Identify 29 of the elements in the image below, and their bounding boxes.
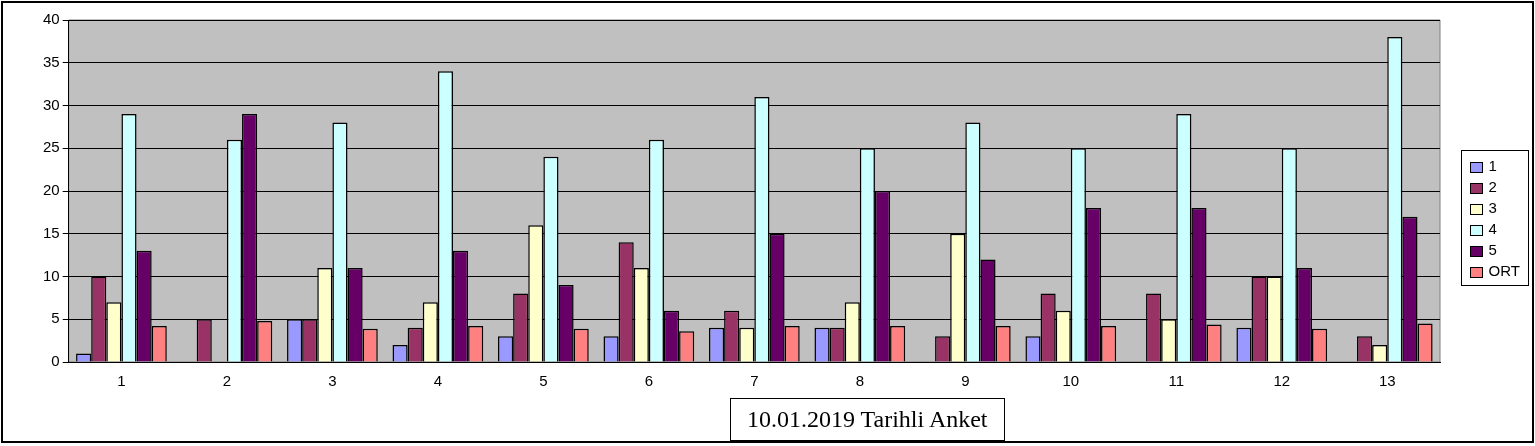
x-tick-label: 7: [750, 372, 759, 390]
legend-label: 2: [1488, 178, 1497, 195]
legend-label: ORT: [1488, 262, 1520, 279]
x-tick-label: 11: [1168, 372, 1185, 390]
legend-label: 4: [1488, 220, 1497, 237]
y-tick-label: 35: [43, 52, 60, 70]
x-tick-label: 3: [328, 372, 337, 390]
legend-label: 3: [1488, 199, 1497, 216]
x-tick-label: 13: [1378, 372, 1396, 390]
y-tick-label: 0: [51, 352, 60, 370]
y-tick-label: 25: [43, 138, 60, 156]
x-tick-label: 5: [539, 372, 548, 390]
legend-label: 5: [1488, 241, 1497, 258]
x-tick-label: 1: [117, 372, 126, 390]
y-tick-label: 5: [51, 309, 60, 327]
x-tick-label: 9: [961, 372, 970, 390]
text: 10.01.2019 Tarihli Anket: [730, 398, 1005, 441]
y-tick-label: 40: [43, 10, 60, 28]
legend-label: 1: [1488, 157, 1497, 174]
y-tick-label: 10: [43, 266, 60, 284]
x-tick-label: 2: [222, 372, 232, 390]
y-tick-label: 20: [43, 181, 60, 199]
x-tick-label: 10: [1062, 372, 1080, 390]
x-tick-label: 12: [1273, 372, 1291, 390]
x-tick-label: 6: [644, 372, 654, 390]
x-tick-label: 8: [855, 372, 864, 390]
x-tick-label: 4: [433, 372, 443, 390]
y-tick-label: 30: [43, 95, 60, 113]
y-tick-label: 15: [43, 223, 60, 241]
